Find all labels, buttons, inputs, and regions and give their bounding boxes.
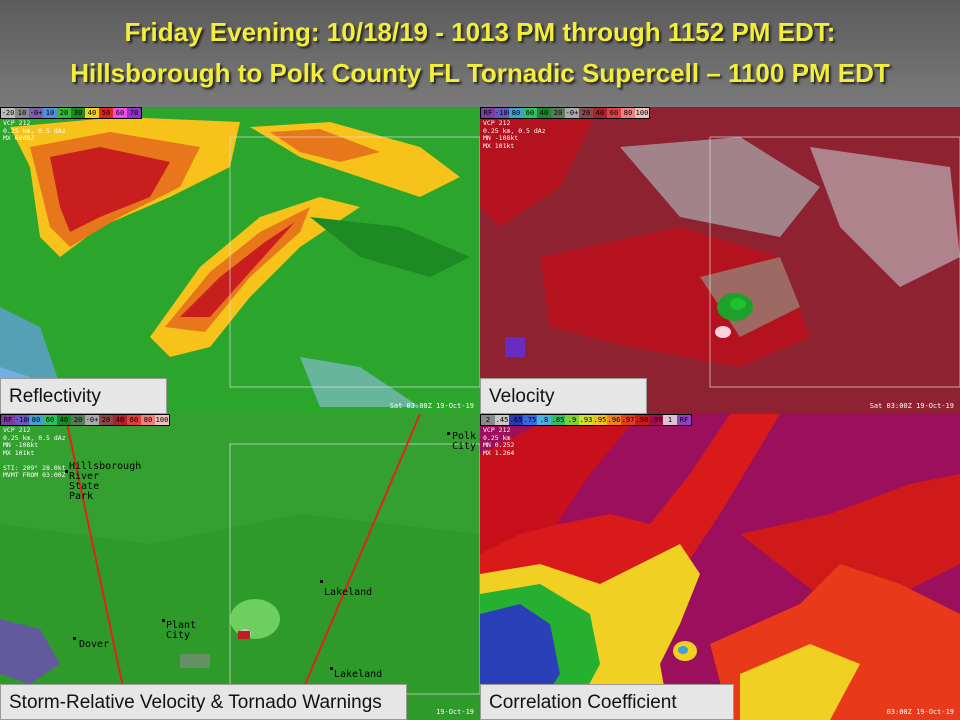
- scale-tick: -100: [495, 108, 512, 118]
- panel-label: Reflectivity: [0, 378, 167, 414]
- scale-tick: 40: [113, 415, 127, 425]
- scale-tick: 80: [141, 415, 155, 425]
- scale-tick: -0+: [565, 108, 579, 118]
- place-marker: [320, 580, 323, 583]
- place-marker: [65, 470, 68, 473]
- reflectivity-radar-image: [0, 107, 480, 414]
- scale-tick: .9: [565, 415, 579, 425]
- scale-tick: 10: [43, 108, 57, 118]
- srv-color-scale: RF -100 80 60 40 20 -0+ 20 40 60 80 100: [0, 414, 170, 426]
- velocity-panel: RF -100 80 60 40 20 -0+ 20 40 60 80 100 …: [480, 107, 960, 414]
- scale-tick: 80: [621, 108, 635, 118]
- scale-tick: 30: [71, 108, 85, 118]
- title-line-1: Friday Evening: 10/18/19 - 1013 PM throu…: [124, 17, 836, 47]
- scale-tick: .95: [593, 415, 607, 425]
- cc-radar-image: [480, 414, 960, 720]
- timestamp: Sat 03:00Z 19-Oct-19: [389, 402, 474, 410]
- scale-tick: 40: [57, 415, 71, 425]
- scale-tick: .45: [495, 415, 509, 425]
- scale-tick: RF: [1, 415, 15, 425]
- timestamp: Sat 03:00Z 19-Oct-19: [869, 402, 954, 410]
- scale-tick: .93: [579, 415, 593, 425]
- srv-panel: RF -100 80 60 40 20 -0+ 20 40 60 80 100 …: [0, 414, 480, 720]
- srv-radar-image: [0, 414, 480, 720]
- place-marker: [447, 432, 450, 435]
- scale-tick: 20: [57, 108, 71, 118]
- reflectivity-color-scale: -20 10 -0+ 10 20 30 40 50 60 70: [0, 107, 142, 119]
- radar-metadata: VCP 212 0.25 km MN 0.252 MX 1.264: [483, 426, 515, 457]
- title-banner: Friday Evening: 10/18/19 - 1013 PM throu…: [0, 0, 960, 107]
- scale-tick: 60: [43, 415, 57, 425]
- scale-tick: 70: [127, 108, 141, 118]
- scale-tick: .99: [649, 415, 663, 425]
- scale-tick: .75: [523, 415, 537, 425]
- scale-tick: RF: [481, 108, 495, 118]
- scale-tick: 40: [85, 108, 99, 118]
- scale-tick: 50: [99, 108, 113, 118]
- scale-tick: .65: [509, 415, 523, 425]
- panel-label: Velocity: [480, 378, 647, 414]
- cc-panel: 2 .45 .65 .75 .8 .85 .9 .93 .95 .96 .97 …: [480, 414, 960, 720]
- scale-tick: 60: [523, 108, 537, 118]
- scale-tick: 20: [551, 108, 565, 118]
- scale-tick: -0+: [29, 108, 43, 118]
- scale-tick: .98: [635, 415, 649, 425]
- place-marker: [330, 667, 333, 670]
- scale-tick: 2: [481, 415, 495, 425]
- velocity-color-scale: RF -100 80 60 40 20 -0+ 20 40 60 80 100: [480, 107, 650, 119]
- scale-tick: .8: [537, 415, 551, 425]
- scale-tick: 20: [99, 415, 113, 425]
- reflectivity-panel: -20 10 -0+ 10 20 30 40 50 60 70 VCP 212 …: [0, 107, 480, 414]
- scale-tick: .85: [551, 415, 565, 425]
- scale-tick: .97: [621, 415, 635, 425]
- place-dover: Dover: [79, 639, 110, 650]
- place-marker: [73, 637, 76, 640]
- scale-tick: 1: [663, 415, 677, 425]
- cc-color-scale: 2 .45 .65 .75 .8 .85 .9 .93 .95 .96 .97 …: [480, 414, 692, 426]
- panel-label: Storm-Relative Velocity & Tornado Warnin…: [0, 684, 407, 720]
- scale-tick: 80: [509, 108, 523, 118]
- scale-tick: 20: [579, 108, 593, 118]
- place-lakeland-2: Lakeland: [334, 669, 383, 680]
- panel-label: Correlation Coefficient: [480, 684, 734, 720]
- radar-metadata: VCP 212 0.25 km, 0.5 dAz MX 60dBZ: [3, 119, 66, 142]
- scale-tick: 80: [29, 415, 43, 425]
- radar-metadata: VCP 212 0.25 km, 0.5 dAz MN -108kt MX 10…: [3, 426, 66, 479]
- place-lakeland: Lakeland: [324, 587, 373, 598]
- title-line-2: Hillsborough to Polk County FL Tornadic …: [70, 58, 890, 88]
- place-plant-city: Plant City: [166, 620, 197, 641]
- scale-tick: 40: [537, 108, 551, 118]
- scale-tick: 10: [15, 108, 29, 118]
- scale-tick: 100: [635, 108, 649, 118]
- place-polk-city: Polk City: [452, 431, 477, 452]
- scale-tick: 60: [113, 108, 127, 118]
- scale-tick: -20: [1, 108, 15, 118]
- scale-tick: 20: [71, 415, 85, 425]
- timestamp: 19-Oct-19: [436, 708, 474, 716]
- scale-tick: 60: [127, 415, 141, 425]
- timestamp: 03:00Z 19-Oct-19: [886, 708, 954, 716]
- radar-metadata: VCP 212 0.25 km, 0.5 dAz MN -108kt MX 10…: [483, 119, 546, 150]
- scale-tick: -100: [15, 415, 32, 425]
- scale-tick: .96: [607, 415, 621, 425]
- place-hillsborough: Hillsborough River State Park: [69, 461, 142, 502]
- scale-tick: 40: [593, 108, 607, 118]
- velocity-radar-image: [480, 107, 960, 414]
- scale-tick: 100: [155, 415, 169, 425]
- place-marker: [162, 619, 165, 622]
- scale-tick: -0+: [85, 415, 99, 425]
- scale-tick: RF: [677, 415, 691, 425]
- scale-tick: 60: [607, 108, 621, 118]
